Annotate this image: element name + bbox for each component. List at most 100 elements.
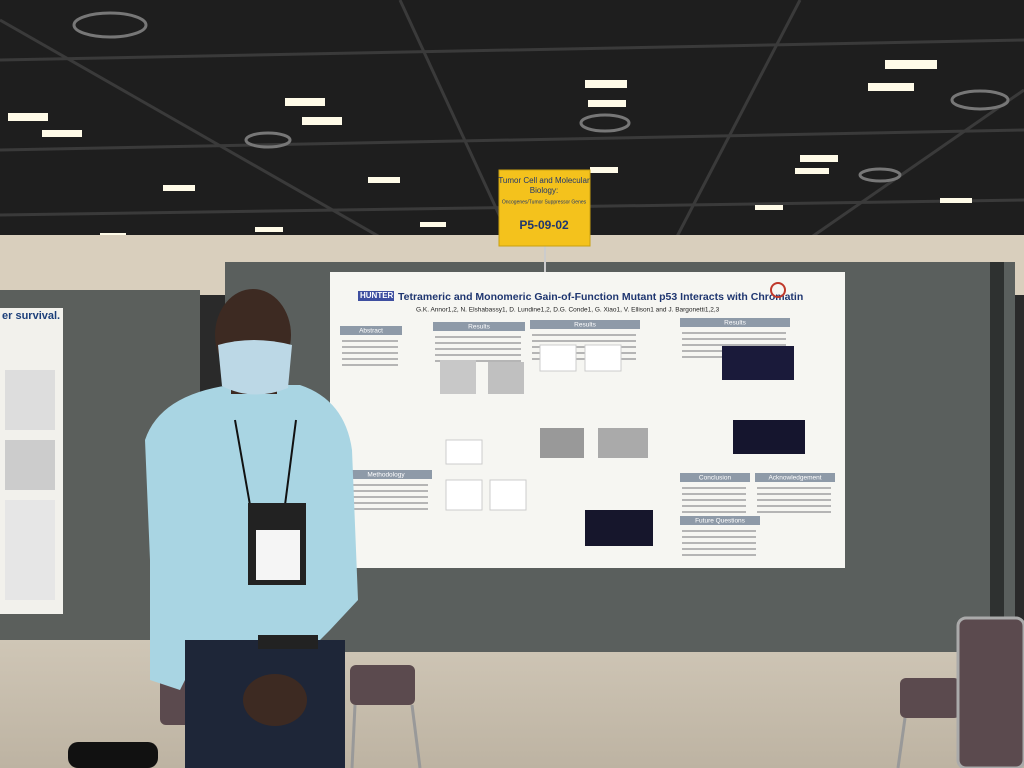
text-line	[435, 360, 521, 362]
beam	[0, 128, 1024, 152]
left-poster-title: er survival.	[2, 310, 60, 322]
section-header: Results	[574, 322, 596, 329]
section-header-bg	[340, 470, 432, 479]
text-line	[682, 536, 756, 538]
text-line	[532, 352, 636, 354]
text-line	[757, 511, 831, 513]
poster-logo: HUNTER	[360, 291, 394, 300]
ceiling-beams	[0, 0, 1024, 262]
text-line	[682, 344, 786, 346]
light	[285, 98, 325, 106]
blot	[598, 428, 648, 458]
section-header-bg	[680, 516, 760, 525]
section-header-bg	[340, 326, 402, 335]
light	[590, 167, 618, 173]
text-line	[342, 502, 428, 504]
text-line	[682, 542, 756, 544]
light	[8, 113, 48, 121]
text-line	[342, 508, 428, 510]
blot	[540, 428, 584, 458]
sign-line: Oncogenes/Tumor Suppressor Genes	[502, 199, 587, 205]
chair-leg	[410, 704, 422, 768]
section-header: Results	[724, 320, 746, 327]
blot	[488, 362, 524, 394]
light	[800, 155, 838, 162]
session-sign	[498, 169, 591, 247]
light	[585, 80, 627, 88]
text-line	[435, 348, 521, 350]
text-line	[682, 511, 746, 513]
blot	[440, 360, 476, 394]
text-line	[435, 354, 521, 356]
microscopy	[585, 510, 653, 546]
text-line	[757, 487, 831, 489]
light	[755, 205, 783, 210]
belt	[258, 635, 318, 649]
light	[885, 60, 937, 69]
microscopy	[722, 346, 794, 380]
badge	[256, 530, 300, 580]
bar-figure	[584, 344, 622, 372]
board-post	[990, 262, 1004, 652]
section-header-bg	[530, 320, 640, 329]
sign-line: Biology:	[530, 186, 558, 195]
text-line	[682, 548, 756, 550]
figure	[5, 370, 55, 430]
ceiling-lights	[8, 60, 972, 238]
figure	[5, 440, 55, 490]
text-line	[532, 334, 636, 336]
light	[588, 100, 626, 107]
text-line	[435, 336, 521, 338]
vent	[579, 113, 631, 133]
left-poster-figures	[5, 370, 55, 600]
bar-figure	[445, 439, 483, 465]
text-line	[682, 487, 746, 489]
section-header: Acknowledgement	[768, 475, 821, 482]
ceiling-vents	[72, 11, 1010, 183]
face-mask	[218, 340, 292, 395]
section-header: Methodology	[367, 472, 405, 479]
chair-back	[956, 616, 1024, 768]
text-line	[435, 342, 521, 344]
text-line	[682, 338, 786, 340]
text-line	[532, 358, 636, 360]
light	[302, 117, 342, 125]
poster-sections: Abstract Results Results Results Methodology…	[340, 318, 835, 556]
text-line	[532, 340, 636, 342]
chair-leg	[350, 704, 357, 768]
beam	[0, 38, 1024, 62]
text-line	[342, 358, 398, 360]
section-header-bg	[680, 473, 750, 482]
section-header: Future Questions	[695, 518, 746, 525]
vent	[72, 11, 148, 39]
person	[145, 289, 358, 768]
vent	[858, 167, 902, 183]
text-line	[757, 505, 831, 507]
text-line	[342, 490, 428, 492]
light	[163, 185, 195, 191]
text-line	[682, 499, 746, 501]
chair-seat	[900, 678, 960, 718]
section-header-bg	[433, 322, 525, 331]
beam	[668, 0, 802, 251]
sign-code: P5-09-02	[519, 218, 569, 232]
section-header: Conclusion	[699, 475, 732, 482]
poster-authors: G.K. Annor1,2, N. Elshabassy1, D. Lundin…	[416, 307, 720, 314]
microscopy	[733, 420, 805, 454]
vent	[244, 131, 292, 149]
logo-box	[358, 291, 394, 301]
light	[255, 227, 283, 232]
beam	[799, 88, 1024, 247]
sign-line: Tumor Cell and Molecular	[498, 176, 590, 185]
bag	[68, 742, 158, 768]
section-header: Results	[468, 324, 490, 331]
light	[420, 222, 446, 227]
poster-logo-right	[770, 282, 786, 298]
section-header: Abstract	[359, 328, 383, 335]
vent	[950, 89, 1010, 111]
poster-title: Tetrameric and Monomeric Gain-of-Functio…	[398, 291, 803, 303]
chair-leg	[896, 717, 907, 768]
bar-figure	[489, 479, 527, 511]
